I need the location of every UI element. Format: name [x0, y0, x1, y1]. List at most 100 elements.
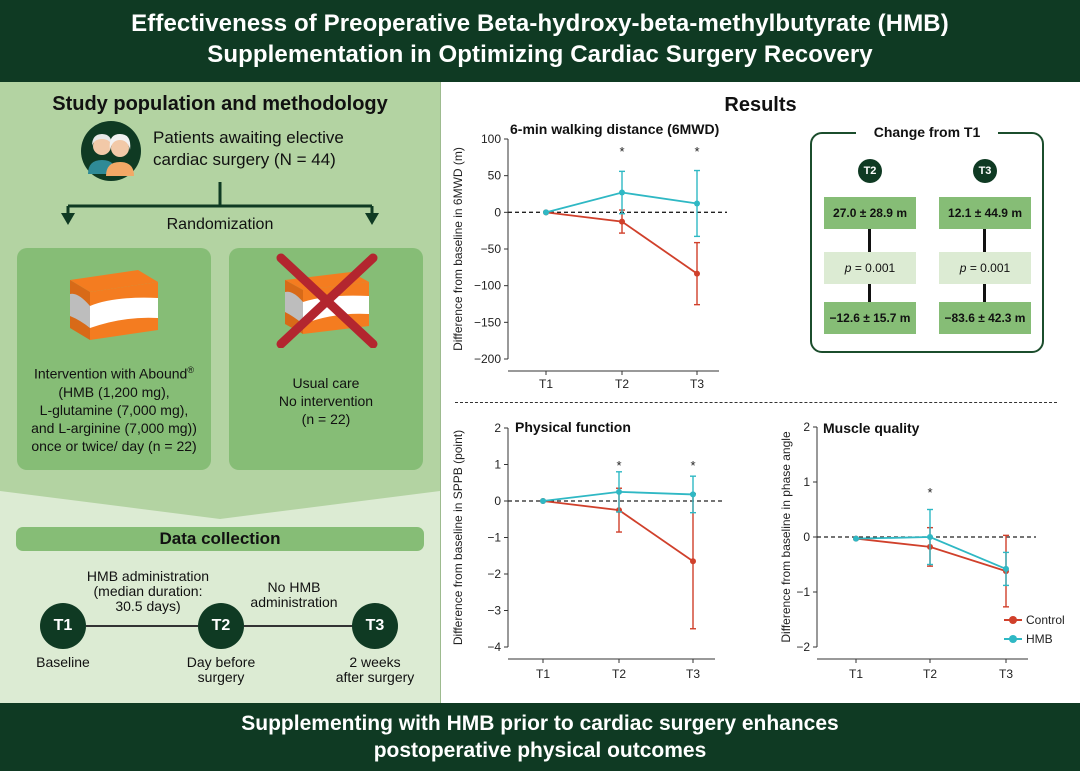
intervention-line-4: and L-arginine (7,000 mg)) — [31, 419, 197, 436]
mq-y-tick-label: 1 — [803, 475, 810, 489]
timeline-segment-1 — [86, 625, 198, 627]
mq-hmb-point — [853, 535, 859, 542]
mq-y-tick-label: 2 — [803, 420, 810, 434]
mwd-significance-marker: * — [694, 144, 699, 159]
mwd-chart-title: 6-min walking distance (6MWD) — [510, 121, 719, 137]
mq-y-label: Difference from baseline in phase angle — [779, 431, 793, 643]
change-t3-pvalue: p = 0.001 — [939, 252, 1031, 284]
mq-hmb-point — [927, 534, 933, 540]
pf-x-tick-label: T2 — [612, 667, 626, 681]
legend-hmb-label: HMB — [1026, 632, 1053, 646]
change-t2-hmb: 27.0 ± 28.9 m — [824, 197, 916, 229]
timepoint-t2: T2 — [198, 603, 244, 649]
pf-y-label: Difference from baseline in SPPB (point) — [451, 430, 465, 645]
randomization-label: Randomization — [166, 216, 274, 233]
data-collection-title: Data collection — [16, 527, 424, 551]
intervention-line-5: once or twice/ day (n = 22) — [31, 437, 197, 454]
pf-y-tick-label: −3 — [487, 604, 501, 618]
pf-y-tick-label: 2 — [494, 421, 501, 435]
randomization-connector — [61, 182, 379, 225]
usual-care-crossed-package-icon — [276, 253, 378, 348]
patients-line-2: cardiac surgery (N = 44) — [153, 150, 336, 169]
pf-y-tick-label: −2 — [487, 567, 501, 581]
legend-control-marker — [1009, 616, 1017, 624]
mq-y-tick-label: 0 — [803, 530, 810, 544]
mwd-y-label: Difference from baseline in 6MWD (m) — [451, 147, 465, 351]
pf-y-tick-label: 0 — [494, 494, 501, 508]
hmb-administration-label: HMB administration (median duration: 30.… — [68, 569, 228, 614]
mwd-x-tick-label: T2 — [615, 377, 629, 391]
t3-label-line-2: after surgery — [335, 669, 415, 685]
pf-significance-marker: * — [690, 458, 695, 473]
usual-care-text: Usual care No intervention (n = 22) — [229, 374, 423, 428]
hmb-admin-line-1: HMB administration — [86, 568, 210, 584]
pf-hmb-point — [540, 498, 546, 504]
mq-chart-title: Muscle quality — [823, 420, 920, 436]
legend-control-label: Control — [1026, 613, 1065, 627]
pf-control-point — [690, 558, 696, 565]
usual-care-line-1: Usual care — [292, 375, 360, 391]
change-from-t1-title: Change from T1 — [856, 124, 998, 140]
chart-pf: 2 1 0 −1 −2 −3 −4 T1 T2 T3 Physical function Differ… — [451, 419, 723, 681]
t1-label: Baseline — [36, 654, 90, 670]
change-t2-control: −12.6 ± 15.7 m — [824, 302, 916, 334]
intervention-line-2: (HMB (1,200 mg), — [58, 383, 170, 400]
mwd-y-tick-label: −50 — [481, 242, 502, 256]
mq-x-tick-label: T2 — [923, 667, 937, 681]
intervention-text: Intervention with Abound® (HMB (1,200 mg… — [17, 361, 211, 455]
mwd-significance-marker: * — [619, 144, 624, 159]
t2-label: Day before surgery — [166, 655, 276, 685]
mq-y-tick-label: −2 — [796, 640, 810, 654]
usual-care-line-3: (n = 22) — [301, 411, 351, 427]
mq-hmb-point — [1003, 565, 1009, 572]
pf-significance-marker: * — [616, 458, 621, 473]
change-t3-control: −83.6 ± 42.3 m — [939, 302, 1031, 334]
no-hmb-line-1: No HMB — [267, 579, 321, 595]
mwd-y-tick-label: 100 — [481, 132, 501, 146]
chart-mq: 2 1 0 −1 −2 T1 T2 T3 Muscle quality Difference fr… — [779, 420, 1065, 681]
mwd-x-tick-label: T3 — [690, 377, 704, 391]
hmb-admin-line-3: 30.5 days) — [115, 598, 181, 614]
mq-x-tick-label: T3 — [999, 667, 1013, 681]
pf-x-tick-label: T1 — [536, 667, 550, 681]
t2-label-line-2: surgery — [197, 669, 245, 685]
change-t2-badge: T2 — [858, 159, 882, 183]
timepoint-t1: T1 — [40, 603, 86, 649]
mwd-hmb-point — [619, 189, 625, 196]
t3-label-line-1: 2 weeks — [349, 654, 401, 670]
mwd-hmb-point — [543, 209, 549, 216]
conclusion-line-2: postoperative physical outcomes — [373, 739, 707, 762]
legend-hmb-marker — [1009, 635, 1017, 643]
pf-y-tick-label: 1 — [494, 458, 501, 472]
patients-icon — [81, 121, 141, 181]
pf-hmb-point — [690, 491, 696, 498]
chart-mwd: 100 50 0 −50 −100 −150 −200 T1 T2 T3 6-min walking… — [451, 121, 727, 391]
panel-divider — [440, 82, 441, 703]
mq-significance-marker: * — [927, 485, 932, 500]
mwd-y-tick-label: −200 — [474, 352, 501, 366]
pf-y-tick-label: −1 — [487, 531, 501, 545]
patients-line-1: Patients awaiting elective — [153, 128, 344, 147]
mwd-y-tick-label: −100 — [474, 279, 501, 293]
change-t3-hmb: 12.1 ± 44.9 m — [939, 197, 1031, 229]
mwd-y-tick-label: 0 — [494, 205, 501, 219]
hmb-admin-line-2: (median duration: — [93, 583, 203, 599]
change-t3-badge: T3 — [973, 159, 997, 183]
data-collection-panel — [0, 490, 440, 703]
main-title-line-1: Effectiveness of Preoperative Beta-hydro… — [131, 10, 949, 37]
footer-banner: Supplementing with HMB prior to cardiac … — [0, 703, 1080, 771]
main-title-line-2: Supplementation in Optimizing Cardiac Su… — [207, 41, 873, 68]
abound-package-icon — [70, 270, 158, 340]
patients-description: Patients awaiting elective cardiac surge… — [153, 127, 344, 171]
section-chevron — [0, 489, 440, 519]
conclusion-line-1: Supplementing with HMB prior to cardiac … — [241, 712, 839, 735]
pf-chart-title: Physical function — [515, 419, 631, 435]
mwd-y-tick-label: −150 — [474, 315, 501, 329]
no-hmb-line-2: administration — [250, 594, 338, 610]
change-t2-pvalue: p = 0.001 — [824, 252, 916, 284]
header-banner: Effectiveness of Preoperative Beta-hydro… — [0, 0, 1080, 82]
pf-hmb-point — [616, 488, 622, 495]
mwd-control-point — [619, 218, 625, 225]
pf-x-tick-label: T3 — [686, 667, 700, 681]
